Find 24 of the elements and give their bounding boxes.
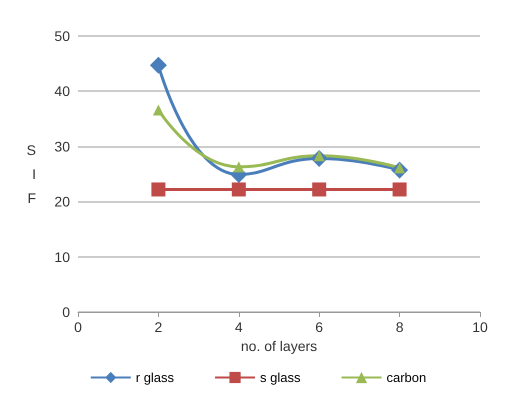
- point: [151, 182, 166, 196]
- point: [233, 161, 244, 172]
- point: [152, 104, 164, 116]
- y-tick-label: 50: [54, 28, 70, 44]
- x-tick-label: 8: [396, 319, 404, 335]
- y-tick-label: 10: [54, 248, 70, 265]
- x-axis-title: no. of layers: [240, 338, 318, 354]
- legend-label: carbon: [386, 370, 426, 385]
- y-tick-label: 20: [54, 194, 70, 210]
- x-tick-label: 0: [74, 319, 82, 335]
- x-tick-label: 6: [315, 319, 324, 335]
- x-tick-label: 10: [472, 319, 488, 335]
- y-axis-title: SIF: [26, 142, 36, 206]
- y-tick-label: 0: [62, 304, 70, 320]
- legend-label: s glass: [260, 370, 301, 385]
- y-tick-label: 40: [54, 83, 70, 100]
- point: [312, 182, 326, 196]
- legend-label: r glass: [136, 370, 175, 385]
- point: [232, 182, 246, 196]
- y-tick-label: 30: [54, 138, 70, 154]
- point: [392, 182, 407, 196]
- point: [150, 56, 167, 74]
- x-tick-label: 4: [234, 319, 243, 335]
- x-tick-label: 2: [154, 319, 162, 335]
